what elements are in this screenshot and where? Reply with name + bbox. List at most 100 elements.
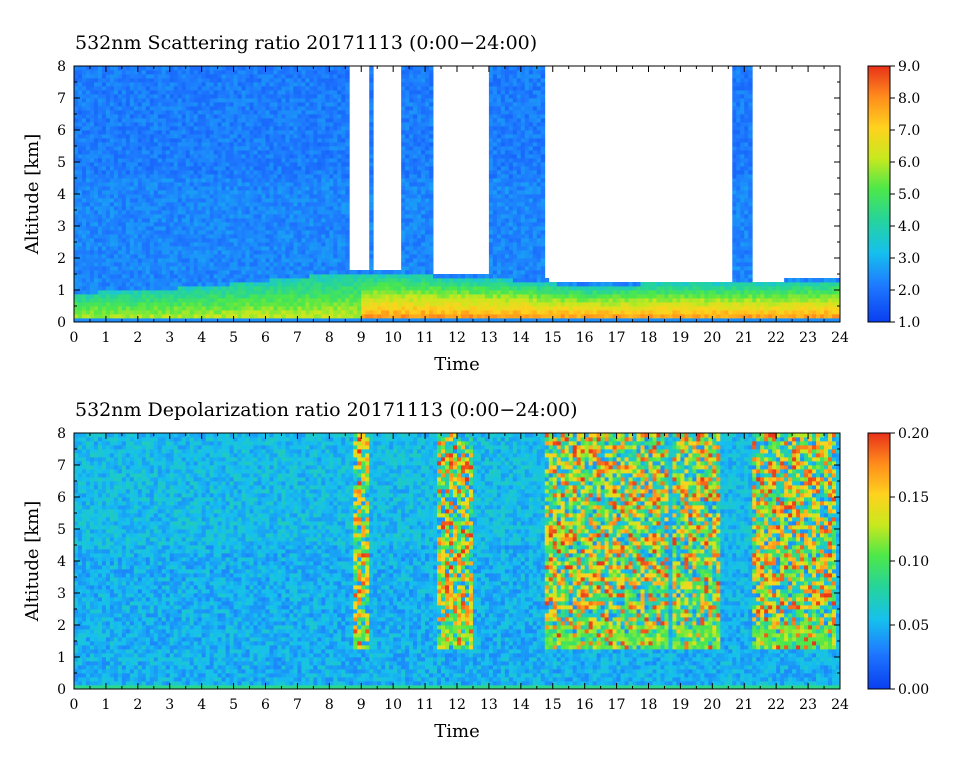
heatmap-cell [201,214,207,219]
heatmap-cell [321,194,326,199]
heatmap-cell [189,198,195,203]
heatmap-cell [141,274,147,279]
heatmap-cell [245,282,250,287]
heatmap-cell [201,202,207,207]
heatmap-cell [181,222,187,227]
heatmap-cell [161,166,167,171]
heatmap-cell [229,306,234,311]
heatmap-cell [293,222,298,227]
heatmap-cell [329,222,334,227]
heatmap-cell [317,178,322,183]
heatmap-cell [181,210,187,215]
heatmap-cell [365,290,370,295]
heatmap-cell [305,182,310,187]
heatmap-cell [145,210,151,215]
heatmap-cell [137,90,143,95]
heatmap-cell [289,126,294,131]
heatmap-cell [313,102,318,107]
heatmap-cell [189,278,195,283]
heatmap-cell [325,266,330,271]
heatmap-cell [85,310,91,315]
heatmap-cell [365,306,370,311]
heatmap-cell [145,106,151,111]
heatmap-cell [225,186,230,191]
heatmap-cell [125,66,131,71]
heatmap-cell [285,262,290,267]
heatmap-cell [137,314,143,319]
heatmap-cell [253,274,258,279]
heatmap-cell [317,90,322,95]
heatmap-cell [97,266,103,271]
heatmap-cell [173,278,179,283]
heatmap-cell [89,174,95,179]
heatmap-cell [129,142,135,147]
heatmap-cell [113,174,119,179]
heatmap-cell [74,126,79,131]
heatmap-cell [225,222,230,227]
heatmap-cell [329,138,334,143]
heatmap-cell [225,290,230,295]
heatmap-cell [201,298,207,303]
heatmap-cell [241,166,246,171]
heatmap-cell [409,314,414,319]
heatmap-cell [393,314,398,319]
heatmap-cell [373,306,378,311]
heatmap-cell [165,230,171,235]
heatmap-cell [201,238,207,243]
heatmap-cell [77,94,83,99]
heatmap-cell [297,214,302,219]
heatmap-cell [329,194,334,199]
heatmap-cell [385,306,390,311]
heatmap-cell [249,162,254,167]
heatmap-cell [189,134,195,139]
heatmap-cell [321,182,326,187]
heatmap-cell [257,78,262,83]
heatmap-cell [225,258,230,263]
heatmap-cell [153,262,159,267]
heatmap-cell [333,190,338,195]
heatmap-cell [261,138,266,143]
heatmap-cell [121,122,127,127]
heatmap-cell [277,194,282,199]
heatmap-cell [249,110,254,115]
heatmap-cell [217,106,223,111]
heatmap-cell [145,230,151,235]
heatmap-cell [205,70,211,75]
heatmap-cell [289,294,294,299]
heatmap-cell [281,102,286,107]
heatmap-cell [85,174,91,179]
heatmap-cell [281,198,286,203]
heatmap-cell [265,138,270,143]
heatmap-cell [369,190,374,195]
heatmap-cell [345,238,350,243]
heatmap-cell [221,282,226,287]
heatmap-cell [141,270,147,275]
heatmap-cell [141,98,147,103]
heatmap-cell [369,166,374,171]
heatmap-cell [209,250,215,255]
heatmap-cell [261,126,266,131]
heatmap-cell [369,230,374,235]
heatmap-cell [285,286,290,291]
heatmap-cell [89,206,95,211]
heatmap-cell [361,270,366,275]
heatmap-cell [409,102,414,107]
heatmap-cell [257,298,262,303]
heatmap-cell [101,126,107,131]
heatmap-cell [241,226,246,231]
heatmap-cell [197,190,203,195]
heatmap-cell [221,250,226,255]
heatmap-cell [401,74,406,79]
heatmap-cell [341,266,346,271]
heatmap-cell [413,254,418,259]
heatmap-cell [197,226,203,231]
heatmap-cell [389,294,394,299]
heatmap-cell [225,214,230,219]
heatmap-cell [237,206,242,211]
heatmap-cell [229,130,234,135]
heatmap-cell [285,146,290,151]
heatmap-cell [117,290,123,295]
heatmap-cell [205,298,211,303]
heatmap-cell [337,146,342,151]
heatmap-cell [165,82,171,87]
